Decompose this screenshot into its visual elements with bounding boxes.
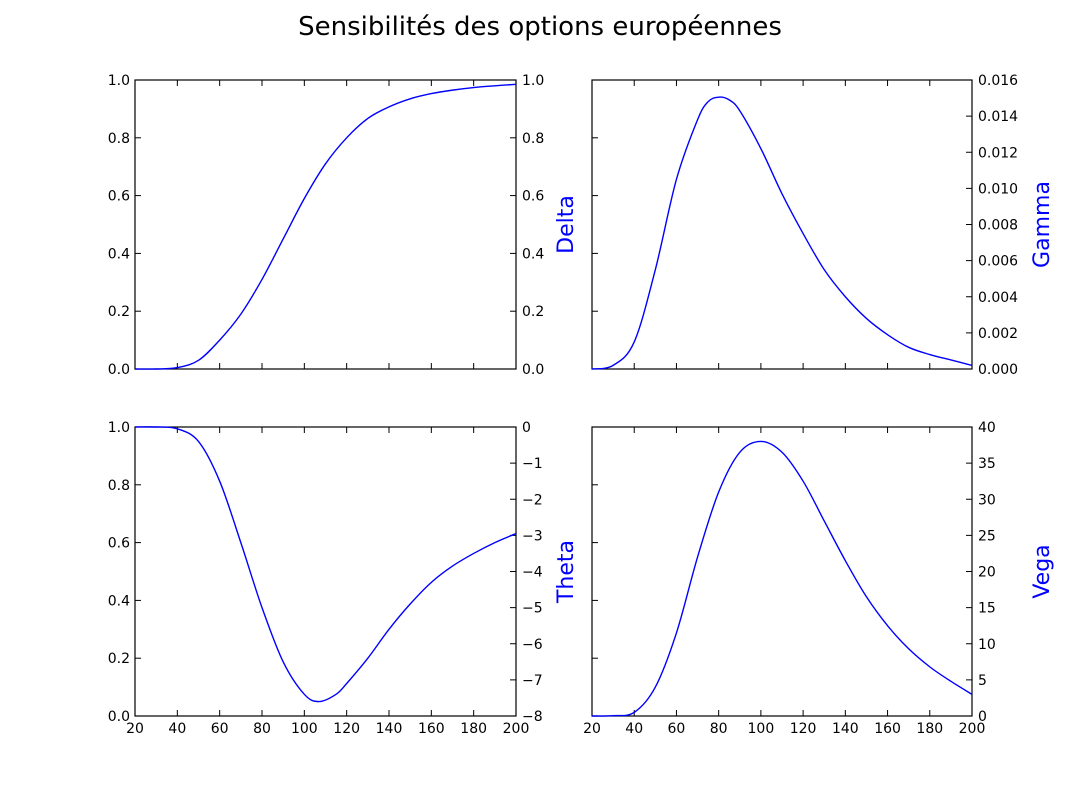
delta-right-tick-label: 0.2 xyxy=(522,304,544,320)
panel-theta: 20 40 60 80 100 120 140 160 180 200 0.0 0.2 0.4 0.6 0.… xyxy=(108,420,579,737)
vega-right-tick-label: 10 xyxy=(978,637,996,653)
vega-x-tick-label: 140 xyxy=(832,721,859,737)
theta-x-tick-label: 160 xyxy=(418,721,445,737)
theta-x-tick-label: 200 xyxy=(503,721,530,737)
theta-right-tick-label: −6 xyxy=(522,637,543,653)
theta-left-tick-label: 0.6 xyxy=(108,536,130,552)
vega-plot-frame xyxy=(591,426,973,717)
panel-gamma: 0.000 0.002 0.004 0.006 0.008 0.010 0.012 0.014… xyxy=(591,73,1055,378)
gamma-right-tick-label: 0.004 xyxy=(978,290,1018,306)
vega-right-tick-label: 15 xyxy=(978,601,996,617)
gamma-series-line xyxy=(591,96,973,370)
theta-x-tick-label: 180 xyxy=(460,721,487,737)
theta-x-tick-label: 40 xyxy=(168,721,186,737)
theta-plot-frame xyxy=(134,426,517,717)
theta-right-tick-label: 0 xyxy=(522,420,531,436)
theta-x-tick-label: 140 xyxy=(376,721,403,737)
gamma-right-tick-label: 0.006 xyxy=(978,254,1018,270)
gamma-right-tick-label: 0.010 xyxy=(978,181,1018,197)
theta-left-tick-label: 1.0 xyxy=(108,420,130,436)
vega-series-line xyxy=(591,440,973,717)
theta-right-tick-label: −5 xyxy=(522,601,543,617)
theta-right-tick-label: −4 xyxy=(522,565,543,581)
theta-left-tick-label: 0.0 xyxy=(108,709,130,725)
panel-delta: 0.0 0.2 0.4 0.6 0.8 1.0 0.0 0.2 0.4 0.6 0.8 1.0 Delt… xyxy=(108,73,579,378)
theta-series-line xyxy=(134,426,517,703)
gamma-right-tick-label: 0.008 xyxy=(978,218,1018,234)
gamma-right-tick-label: 0.016 xyxy=(978,73,1018,89)
vega-right-tick-label: 40 xyxy=(978,420,996,436)
vega-right-tick-label: 35 xyxy=(978,456,996,472)
delta-left-tick-label: 1.0 xyxy=(108,73,130,89)
theta-left-tick-label: 0.2 xyxy=(108,651,130,667)
delta-ylabel: Delta xyxy=(554,195,579,254)
delta-left-tick-label: 0.6 xyxy=(108,189,130,205)
theta-ylabel: Theta xyxy=(554,540,579,604)
theta-left-tick-label: 0.8 xyxy=(108,478,130,494)
theta-x-tick-label: 60 xyxy=(211,721,229,737)
vega-x-tick-label: 180 xyxy=(916,721,943,737)
delta-left-tick-label: 0.2 xyxy=(108,304,130,320)
delta-left-tick-label: 0.4 xyxy=(108,246,130,262)
delta-left-tick-label: 0.0 xyxy=(108,362,130,378)
delta-left-tick-label: 0.8 xyxy=(108,131,130,147)
vega-right-tick-label: 0 xyxy=(978,709,987,725)
vega-right-tick-label: 20 xyxy=(978,565,996,581)
theta-left-tick-label: 0.4 xyxy=(108,593,130,609)
vega-ylabel: Vega xyxy=(1030,544,1055,598)
theta-x-tick-label: 80 xyxy=(253,721,271,737)
vega-x-tick-label: 120 xyxy=(790,721,817,737)
vega-x-tick-label: 60 xyxy=(668,721,686,737)
theta-right-tick-label: −3 xyxy=(522,528,543,544)
theta-right-tick-label: −8 xyxy=(522,709,543,725)
delta-series-line xyxy=(134,83,517,370)
vega-x-tick-label: 20 xyxy=(583,721,601,737)
vega-right-tick-label: 25 xyxy=(978,528,996,544)
theta-x-tick-label: 100 xyxy=(291,721,318,737)
gamma-ylabel: Gamma xyxy=(1030,181,1055,268)
vega-x-tick-label: 80 xyxy=(710,721,728,737)
theta-right-tick-label: −1 xyxy=(522,456,543,472)
gamma-plot-frame xyxy=(591,79,973,370)
delta-right-tick-label: 1.0 xyxy=(522,73,544,89)
vega-x-tick-label: 200 xyxy=(959,721,986,737)
gamma-right-tick-label: 0.014 xyxy=(978,109,1018,125)
delta-right-tick-label: 0.4 xyxy=(522,246,544,262)
vega-x-tick-label: 40 xyxy=(625,721,643,737)
gamma-right-tick-label: 0.002 xyxy=(978,326,1018,342)
delta-right-tick-label: 0.8 xyxy=(522,131,544,147)
gamma-right-tick-label: 0.000 xyxy=(978,362,1018,378)
theta-x-tick-label: 120 xyxy=(333,721,360,737)
vega-x-tick-label: 100 xyxy=(748,721,775,737)
theta-x-tick-label: 20 xyxy=(126,721,144,737)
gamma-right-tick-label: 0.012 xyxy=(978,145,1018,161)
theta-right-tick-label: −7 xyxy=(522,673,543,689)
delta-plot-frame xyxy=(134,79,517,370)
delta-right-tick-label: 0.0 xyxy=(522,362,544,378)
delta-right-tick-label: 0.6 xyxy=(522,189,544,205)
figure-title: Sensibilités des options européennes xyxy=(298,12,782,42)
theta-right-tick-label: −2 xyxy=(522,492,543,508)
vega-right-tick-label: 5 xyxy=(978,673,987,689)
vega-x-tick-label: 160 xyxy=(874,721,901,737)
vega-right-tick-label: 30 xyxy=(978,492,996,508)
